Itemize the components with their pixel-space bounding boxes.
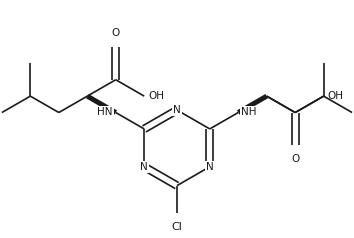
Text: OH: OH [148,91,164,101]
Text: N: N [173,105,181,115]
Text: N: N [206,162,214,172]
Text: N: N [140,162,148,172]
Text: O: O [112,28,120,38]
Text: NH: NH [241,107,257,117]
Text: O: O [291,154,299,164]
Text: Cl: Cl [172,222,182,232]
Text: HN: HN [97,107,113,117]
Text: OH: OH [328,91,344,101]
